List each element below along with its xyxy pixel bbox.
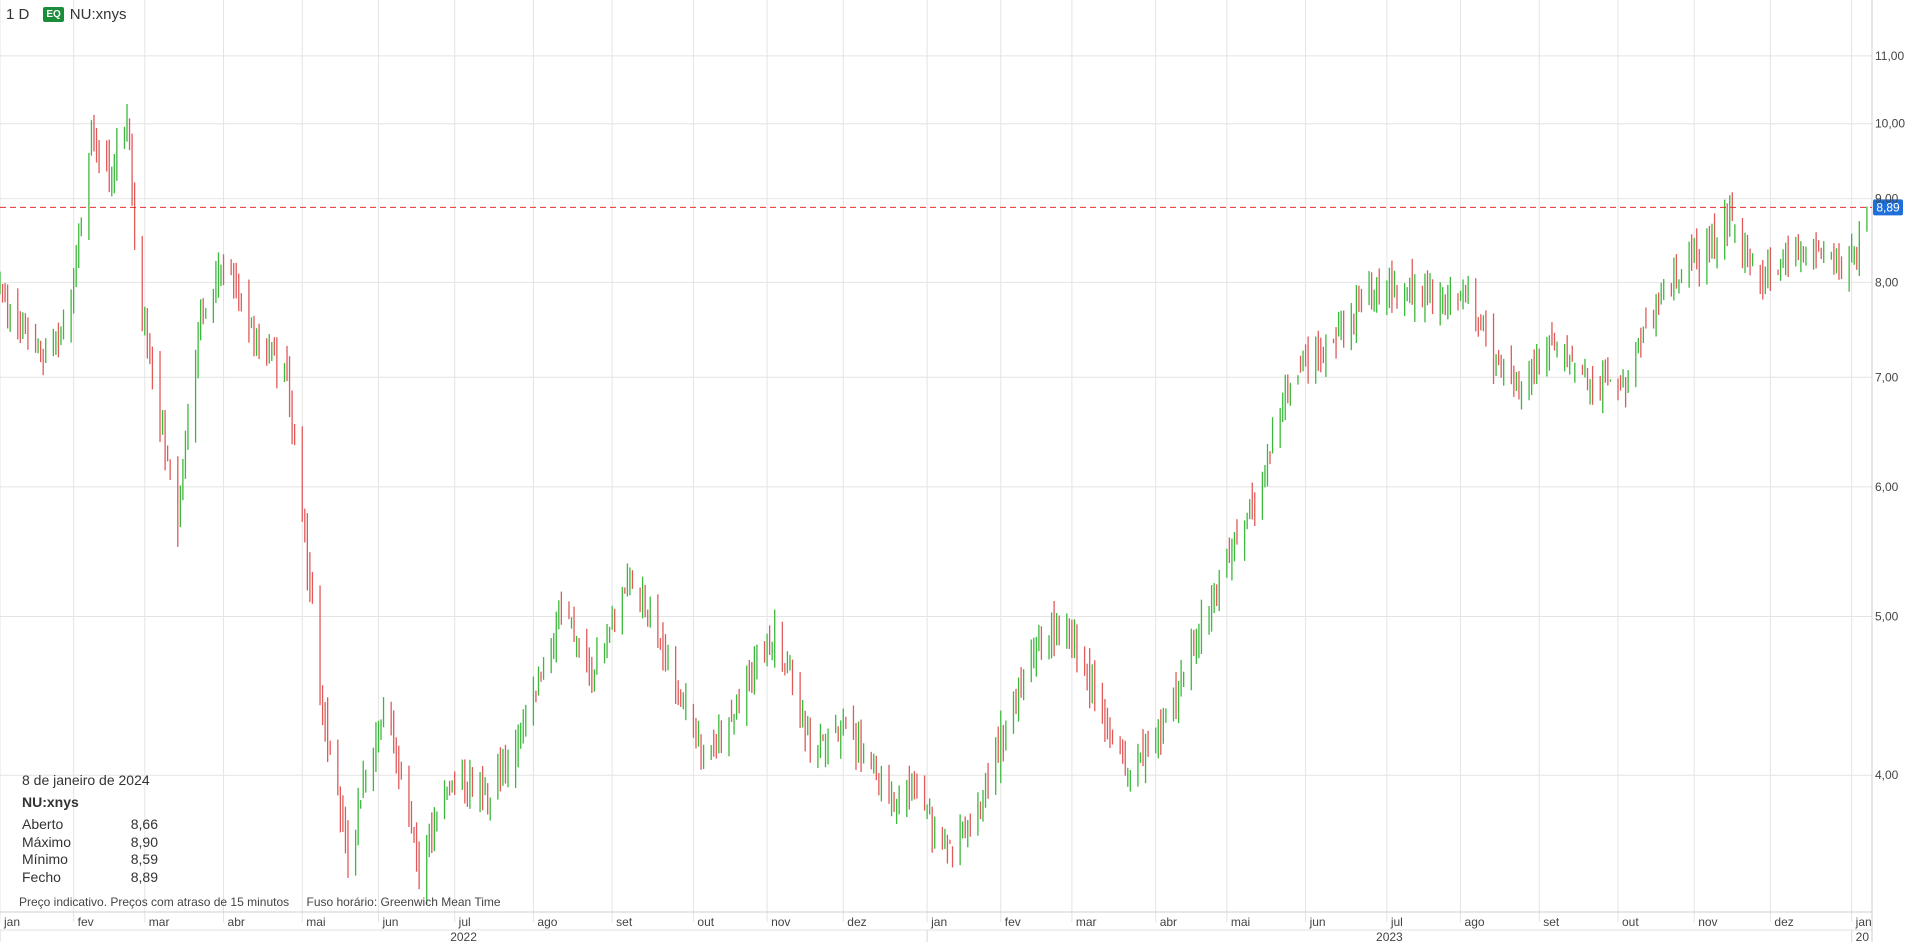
x-month-label: nov — [1698, 915, 1717, 929]
x-month-label: jul — [458, 915, 471, 929]
info-row-close: Fecho 8,89 — [22, 869, 158, 887]
x-month-label: fev — [78, 915, 94, 929]
x-month-label: out — [697, 915, 714, 929]
x-month-label: jan — [930, 915, 947, 929]
equity-badge: EQ — [43, 7, 64, 22]
x-month-label: dez — [1774, 915, 1793, 929]
info-value: 8,59 — [130, 851, 158, 867]
x-year-label: 2023 — [1376, 930, 1403, 942]
last-price-line: 8,89 — [0, 199, 1903, 216]
x-month-label: jan — [1855, 915, 1872, 929]
x-month-label: dez — [847, 915, 866, 929]
chart-footer: Preço indicativo. Preços com atraso de 1… — [19, 895, 515, 909]
y-tick-label: 4,00 — [1875, 768, 1899, 782]
ohlc-info-panel: 8 de janeiro de 2024 NU:xnys Aberto 8,66 … — [22, 772, 158, 886]
x-year-label: 2022 — [450, 930, 477, 942]
info-label: Aberto — [22, 816, 64, 832]
chart-header: 1 D EQ NU:xnys — [6, 6, 126, 23]
timezone-note: Fuso horário: Greenwich Mean Time — [306, 895, 501, 909]
last-price-badge — [1873, 199, 1903, 216]
x-axis: jan fev mar abr mai jun jul ago set out nov dez jan f… — [3, 915, 1872, 942]
y-tick-label: 11,00 — [1875, 49, 1904, 63]
x-month-label: abr — [1160, 915, 1177, 929]
x-month-label: mar — [149, 915, 170, 929]
x-month-label: ago — [1465, 915, 1485, 929]
x-month-label: set — [616, 915, 633, 929]
info-row-low: Mínimo 8,59 — [22, 851, 158, 869]
symbol-label[interactable]: NU:xnys — [69, 6, 127, 23]
y-tick-label: 8,00 — [1875, 275, 1899, 289]
info-date: 8 de janeiro de 2024 — [22, 772, 150, 788]
x-month-label: jun — [1309, 915, 1326, 929]
info-value: 8,90 — [130, 833, 158, 850]
info-label: Mínimo — [22, 851, 68, 867]
x-month-label: jun — [381, 915, 398, 929]
x-month-label: abr — [228, 915, 245, 929]
y-axis: 11,00 10,00 9,00 8,00 7,00 6,00 5,00 4,00 — [1875, 49, 1905, 782]
x-month-label: out — [1622, 915, 1639, 929]
x-month-label: mar — [1076, 915, 1097, 929]
x-month-label: jul — [1390, 915, 1403, 929]
x-month-label: nov — [771, 915, 790, 929]
interval-selector[interactable]: 1 D — [6, 6, 30, 23]
info-row-open: Aberto 8,66 — [22, 816, 158, 834]
delay-note: Preço indicativo. Preços com atraso de 1… — [19, 895, 290, 909]
last-price-label: 8,89 — [1876, 200, 1900, 214]
x-month-label: fev — [1005, 915, 1021, 929]
y-tick-label: 10,00 — [1875, 117, 1905, 131]
info-value: 8,66 — [130, 816, 158, 832]
x-month-label: mai — [1231, 915, 1250, 929]
y-tick-label: 6,00 — [1875, 480, 1899, 494]
info-row-high: Máximo 8,90 — [22, 834, 158, 852]
info-symbol: NU:xnys — [22, 793, 79, 810]
x-month-label: mai — [306, 915, 325, 929]
x-month-label: jan — [3, 915, 20, 929]
y-tick-label: 7,00 — [1875, 370, 1899, 384]
x-month-label: set — [1543, 915, 1560, 929]
ohlc-bars — [0, 103, 1868, 905]
x-month-label: ago — [537, 915, 557, 929]
y-tick-label: 5,00 — [1875, 610, 1899, 624]
info-label: Máximo — [22, 833, 72, 850]
y-tick-label: 9,00 — [1875, 192, 1899, 206]
info-label: Fecho — [22, 868, 61, 885]
x-year-label: 20 — [1856, 930, 1870, 942]
info-value: 8,89 — [130, 868, 158, 885]
